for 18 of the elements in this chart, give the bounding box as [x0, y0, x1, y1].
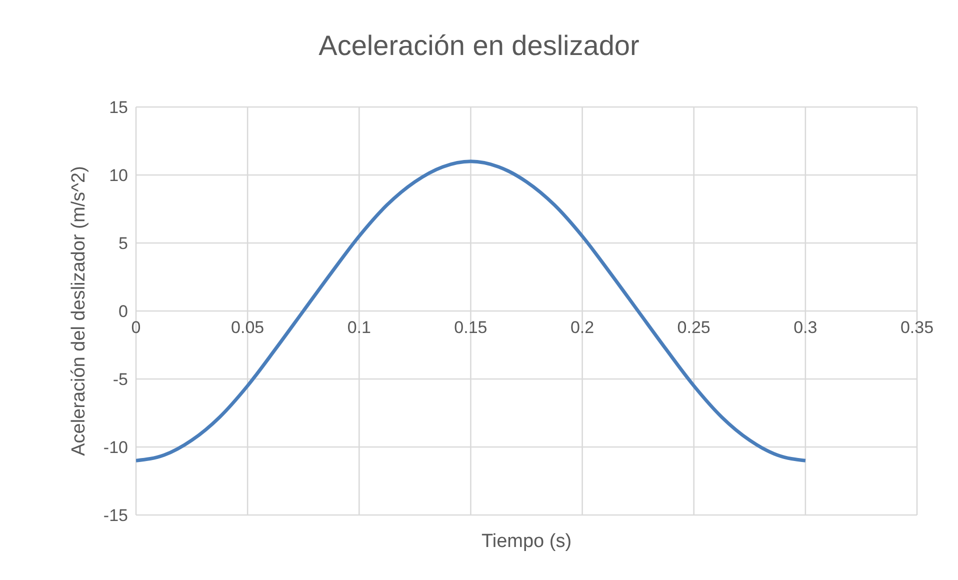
x-tick-label: 0 [131, 318, 141, 337]
x-tick-label: 0.35 [900, 318, 934, 337]
y-tick-label: -10 [103, 438, 128, 458]
y-tick-label: 5 [118, 234, 128, 254]
x-tick-label: 0.3 [794, 318, 818, 337]
x-tick-label: 0.1 [347, 318, 371, 337]
x-tick-label: 0.25 [677, 318, 710, 337]
x-axis-title: Tiempo (s) [481, 531, 572, 552]
y-tick-label: 0 [118, 302, 128, 322]
chart-title: Aceleración en deslizador [318, 30, 640, 62]
y-axis-title: Aceleración del deslizador (m/s^2) [68, 166, 90, 456]
y-tick-label: -15 [103, 506, 128, 526]
x-tick-label: 0.2 [570, 318, 594, 337]
x-tick-label: 0.15 [454, 318, 488, 337]
y-tick-label: 15 [109, 98, 128, 118]
x-tick-label: 0.05 [231, 318, 264, 337]
y-tick-label: 10 [109, 166, 128, 186]
y-tick-label: -5 [112, 370, 128, 390]
